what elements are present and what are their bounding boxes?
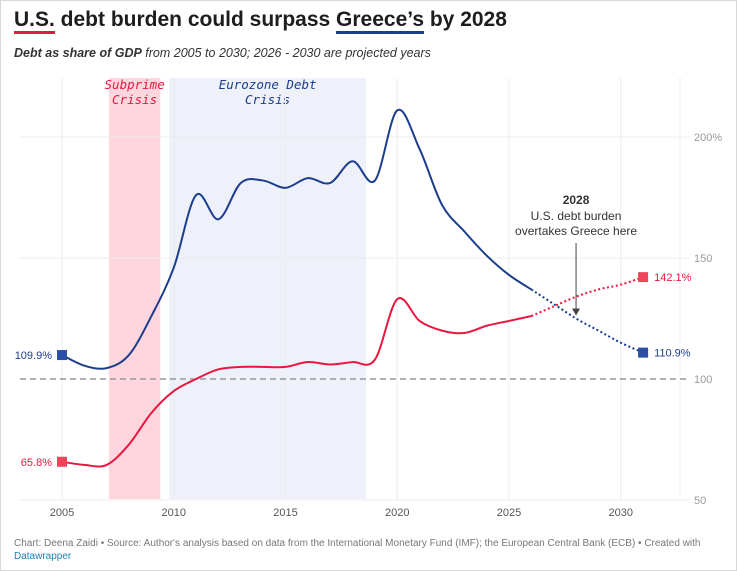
chart-subtitle: Debt as share of GDP from 2005 to 2030; … [14,46,431,60]
title-end: by 2028 [424,8,507,31]
datawrapper-link[interactable]: Datawrapper [14,551,72,562]
x-tick-label-2015: 2015 [273,507,297,519]
marker-us-start [57,456,67,467]
y-tick-label-150: 150 [694,253,712,265]
line-us-actual [61,297,532,468]
x-tick-label-2010: 2010 [162,507,186,519]
y-tick-label-200: 200% [694,132,722,144]
line-greece-projected [530,288,644,354]
marker-greece-start [57,350,67,361]
annotation-arrow-head [572,308,581,316]
subtitle-bold: Debt as share of GDP [14,46,142,60]
chart-footer: Chart: Deena Zaidi • Source: Author's an… [14,537,724,563]
line-us-projected [530,276,644,317]
line-greece-actual [61,108,532,370]
label-greece-start: 109.9% [15,350,53,362]
label-us-end: 142.1% [654,272,692,284]
subprime-band [108,78,161,499]
y-tick-label-100: 100 [694,374,712,386]
title-us: U.S. [14,8,55,34]
x-tick-label-2030: 2030 [609,507,633,519]
y-tick-label-50: 50 [694,495,706,507]
band-label-0-line2: Crisis [112,92,157,107]
x-tick-label-2005: 2005 [50,507,74,519]
band-label-0-line1: Subprime [105,77,165,92]
marker-greece-end [638,347,649,358]
title-mid: debt burden could surpass [54,8,337,31]
band-label-1-line1: Eurozone Debt [219,77,317,92]
title-greece: Greece’s [336,8,425,34]
marker-us-end [638,272,649,283]
label-us-start: 65.8% [21,457,52,469]
eurozone-band [169,78,366,499]
subtitle-rest: from 2005 to 2030; 2026 - 2030 are proje… [141,46,431,60]
chart-title: U.S. debt burden could surpass Greece’s … [14,8,507,34]
label-greece-end: 110.9% [654,348,691,360]
x-tick-label-2025: 2025 [497,507,521,519]
annotation-line2: overtakes Greece here [515,224,637,238]
annotation-line1: U.S. debt burden [531,209,622,223]
band-label-1-line2: Crisis [245,92,290,107]
footer-credit: Chart: Deena Zaidi • Source: Author's an… [14,538,701,549]
annotation-heading: 2028 [563,193,590,207]
x-tick-label-2020: 2020 [385,507,409,519]
